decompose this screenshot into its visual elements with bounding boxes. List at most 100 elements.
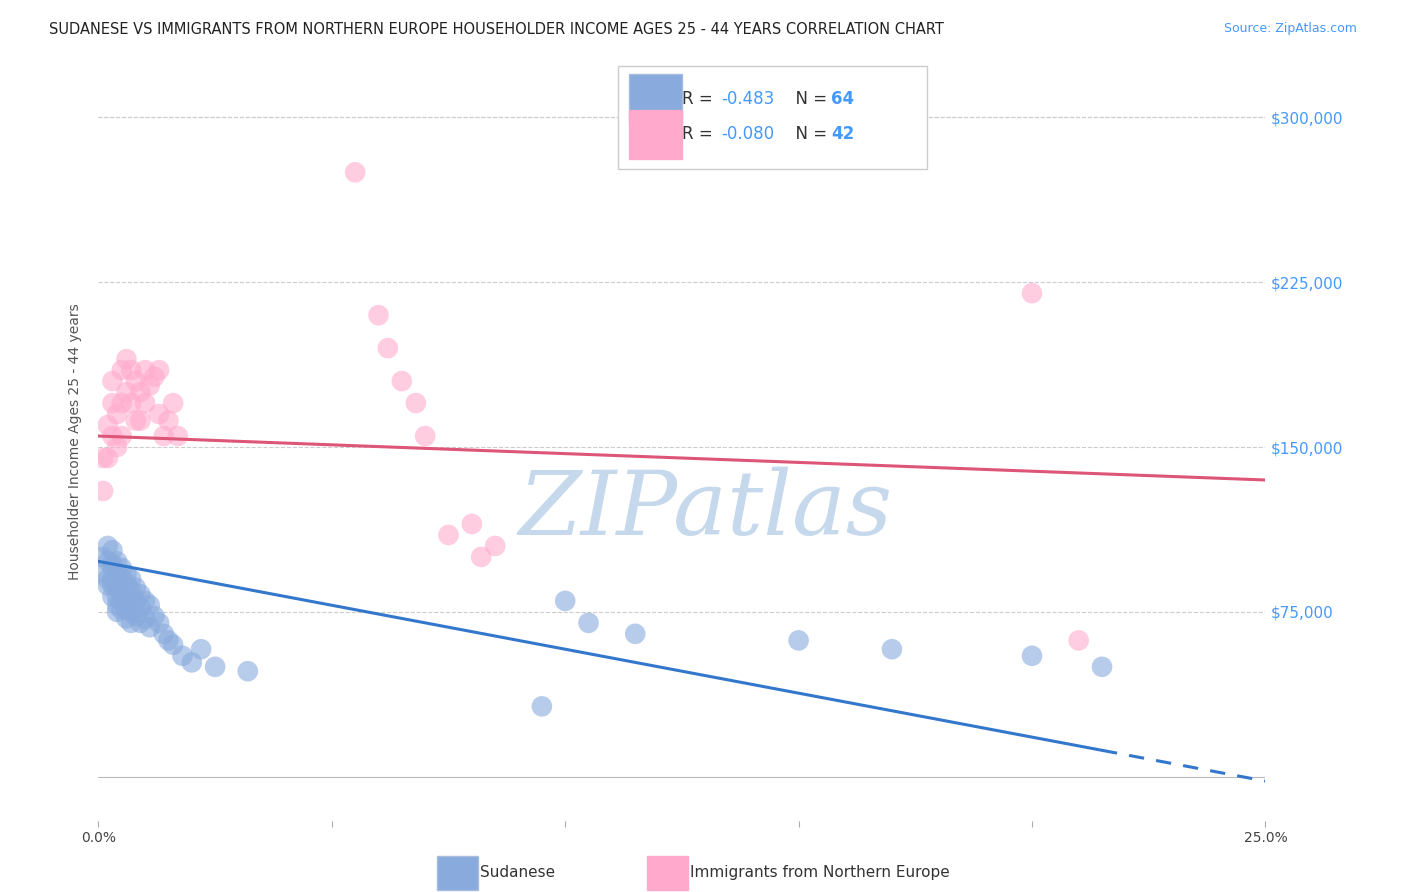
Point (111, 578, 134, 592)
Point (101, 543, 124, 558)
Point (624, 627, 647, 641)
Point (344, 165, 367, 179)
Point (530, 699, 553, 714)
Point (91, 483, 114, 498)
Text: N =: N = (785, 126, 832, 144)
Point (115, 385, 138, 400)
Point (101, 572, 124, 586)
Point (120, 582, 142, 597)
Point (125, 581, 148, 595)
Point (120, 605, 142, 619)
Point (111, 429, 134, 443)
Text: -0.483: -0.483 (721, 90, 775, 108)
Point (97, 578, 120, 592)
Point (120, 615, 142, 630)
Point (115, 594, 138, 608)
Point (105, 581, 128, 595)
Point (180, 656, 202, 670)
Point (139, 599, 162, 613)
Point (152, 627, 174, 641)
Point (129, 615, 152, 630)
FancyBboxPatch shape (630, 74, 682, 123)
Point (105, 554, 128, 568)
Text: Sudanese: Sudanese (479, 864, 555, 880)
Point (101, 396, 124, 410)
Point (97, 450, 120, 465)
Point (437, 528, 460, 542)
Point (129, 385, 152, 400)
Point (120, 363, 142, 377)
Point (111, 363, 134, 377)
Point (554, 594, 576, 608)
Text: R =: R = (682, 126, 718, 144)
Point (105, 566, 128, 580)
Text: R =: R = (682, 90, 718, 108)
Point (204, 660, 226, 674)
Point (115, 602, 138, 616)
Point (1021, 648, 1043, 663)
Point (115, 611, 138, 625)
Point (172, 648, 194, 663)
Point (125, 594, 148, 608)
Point (97, 418, 120, 433)
FancyBboxPatch shape (437, 855, 478, 889)
Point (105, 576, 128, 591)
Point (101, 557, 124, 571)
Text: 64: 64 (831, 90, 855, 108)
Point (162, 396, 184, 410)
Point (134, 611, 156, 625)
Point (152, 429, 174, 443)
Point (111, 587, 134, 601)
Point (101, 561, 124, 575)
Point (129, 600, 152, 615)
Point (97, 539, 120, 553)
Point (391, 374, 413, 388)
Point (461, 516, 484, 531)
Point (413, 429, 436, 443)
Point (129, 414, 152, 428)
Point (105, 605, 128, 619)
Point (134, 396, 156, 410)
Point (190, 642, 212, 657)
Point (578, 615, 600, 630)
Point (120, 594, 142, 608)
Text: -0.080: -0.080 (721, 126, 775, 144)
Point (405, 396, 427, 410)
Point (139, 378, 162, 392)
Point (129, 587, 152, 601)
Text: Source: ZipAtlas.com: Source: ZipAtlas.com (1223, 22, 1357, 36)
Point (143, 369, 166, 384)
Point (91, 566, 114, 580)
Text: N =: N = (785, 90, 832, 108)
Point (111, 602, 134, 616)
Point (91, 549, 114, 564)
Point (484, 539, 506, 553)
Point (115, 582, 138, 597)
FancyBboxPatch shape (617, 66, 927, 169)
Point (101, 374, 124, 388)
Point (157, 414, 180, 428)
Point (125, 414, 148, 428)
Point (157, 633, 180, 648)
Point (105, 599, 128, 613)
Point (111, 396, 134, 410)
Point (162, 638, 184, 652)
Point (134, 594, 156, 608)
Point (120, 572, 142, 586)
Text: 42: 42 (831, 126, 855, 144)
Point (115, 567, 138, 582)
Point (1067, 633, 1090, 648)
Point (115, 576, 138, 591)
Point (143, 609, 166, 624)
Point (148, 615, 170, 630)
Point (101, 429, 124, 443)
Point (125, 374, 148, 388)
Point (120, 396, 142, 410)
Text: SUDANESE VS IMMIGRANTS FROM NORTHERN EUROPE HOUSEHOLDER INCOME AGES 25 - 44 YEAR: SUDANESE VS IMMIGRANTS FROM NORTHERN EUR… (49, 22, 943, 37)
Point (105, 590, 128, 604)
Text: ZIPatlas: ZIPatlas (519, 467, 893, 553)
Point (166, 429, 188, 443)
Point (105, 407, 128, 421)
Point (880, 642, 903, 657)
Point (111, 561, 134, 575)
